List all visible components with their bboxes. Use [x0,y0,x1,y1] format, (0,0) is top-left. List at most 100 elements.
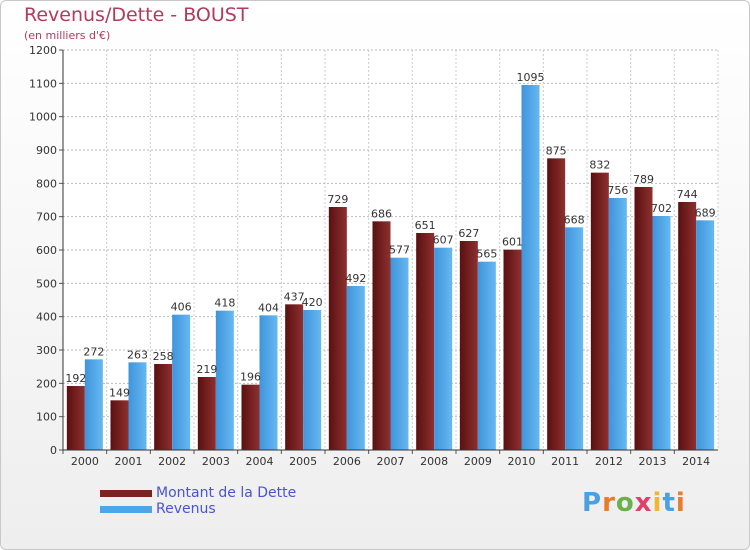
data-label-revenue: 418 [214,297,235,310]
x-tick-label: 2001 [115,455,143,468]
brand-letter: i [675,488,686,518]
bar-debt [328,207,347,450]
data-label-debt: 437 [284,290,305,303]
bar-debt [678,202,697,450]
legend-item-debt: Montant de la Dette [100,486,296,500]
data-label-debt: 219 [196,363,217,376]
x-tick-label: 2002 [158,455,186,468]
x-tick-label: 2008 [420,455,448,468]
data-label-debt: 196 [240,371,261,384]
bar-debt [372,221,391,450]
bar-revenue [608,198,627,450]
bar-revenue [390,257,409,450]
data-label-debt: 627 [458,227,479,240]
data-label-debt: 832 [589,159,610,172]
x-tick-label: 2013 [639,455,667,468]
x-tick-label: 2000 [71,455,99,468]
bar-debt [634,187,653,450]
bar-revenue [652,216,671,450]
bar-revenue [84,359,103,450]
y-tick-label: 100 [36,411,57,424]
data-label-debt: 686 [371,207,392,220]
y-tick-label: 1200 [29,44,57,57]
bar-revenue [696,220,715,450]
bar-debt [110,400,129,450]
bar-revenue [215,310,234,450]
x-tick-label: 2007 [377,455,405,468]
brand-letter: o [615,488,635,518]
x-tick-label: 2009 [464,455,492,468]
y-tick-label: 900 [36,144,57,157]
y-tick-label: 0 [50,444,57,457]
x-tick-label: 2004 [246,455,274,468]
y-tick-label: 500 [36,277,57,290]
x-tick-label: 2014 [682,455,710,468]
bar-revenue [172,314,191,450]
bar-debt [547,158,566,451]
brand-letter: t [662,488,676,518]
legend-swatch-revenue [100,505,152,513]
data-label-revenue: 702 [651,202,672,215]
bar-debt [285,304,304,450]
y-tick-label: 1100 [29,77,57,90]
chart-title: Revenus/Dette - BOUST [24,4,249,26]
y-tick-label: 800 [36,177,57,190]
y-tick-label: 700 [36,211,57,224]
x-tick-label: 2012 [595,455,623,468]
brand-letter: x [634,488,653,518]
data-label-debt: 744 [677,188,698,201]
legend-swatch-debt [100,489,152,497]
brand-letter: r [602,488,616,518]
x-tick-label: 2011 [551,455,579,468]
bar-revenue [259,315,278,450]
x-tick-label: 2010 [508,455,536,468]
bar-revenue [521,85,540,450]
brand-letter: P [582,488,603,518]
data-label-revenue: 756 [607,184,628,197]
x-tick-label: 2003 [202,455,230,468]
y-tick-label: 400 [36,311,57,324]
bar-debt [66,386,85,450]
data-label-debt: 192 [65,372,86,385]
data-label-revenue: 577 [389,244,410,257]
x-tick-label: 2005 [289,455,317,468]
bar-debt [459,241,478,450]
y-tick-label: 600 [36,244,57,257]
bar-debt [416,233,435,450]
data-label-revenue: 668 [564,213,585,226]
data-label-debt: 875 [546,144,567,157]
y-tick-label: 200 [36,377,57,390]
data-label-debt: 149 [109,386,130,399]
bar-revenue [434,247,453,450]
data-label-debt: 258 [153,350,174,363]
data-label-revenue: 404 [258,301,279,314]
data-label-debt: 729 [327,193,348,206]
bar-revenue [565,227,584,450]
x-tick-label: 2006 [333,455,361,468]
legend-item-revenue: Revenus [100,502,216,516]
y-tick-label: 1000 [29,111,57,124]
bar-debt [503,249,522,450]
data-label-revenue: 689 [695,206,716,219]
brand-letter: i [652,488,663,518]
data-label-revenue: 263 [127,348,148,361]
bar-revenue [128,362,147,450]
bar-revenue [477,261,496,450]
chart-subtitle: (en milliers d'€) [24,29,111,42]
bar-debt [154,364,173,450]
data-label-revenue: 420 [302,296,323,309]
data-label-debt: 601 [502,236,523,249]
legend-label-revenue: Revenus [156,501,216,517]
legend-label-debt: Montant de la Dette [156,485,297,501]
bar-debt [590,172,609,450]
data-label-revenue: 607 [433,234,454,247]
data-label-revenue: 565 [476,248,497,261]
data-label-revenue: 492 [345,272,366,285]
data-label-revenue: 406 [171,301,192,314]
data-label-revenue: 1095 [517,71,545,84]
y-tick-label: 300 [36,344,57,357]
data-label-revenue: 272 [83,345,104,358]
data-label-debt: 651 [415,219,436,232]
bar-debt [241,384,260,450]
